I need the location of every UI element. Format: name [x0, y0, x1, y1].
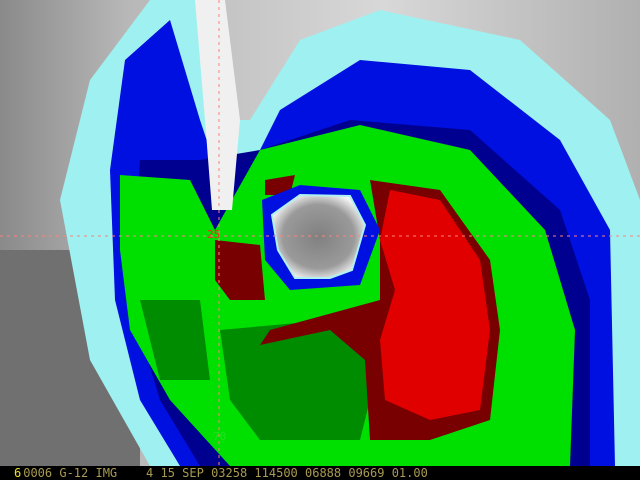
- white-cloud-streak: [195, 0, 240, 210]
- longitude-label: 70: [213, 430, 227, 443]
- latitude-label: 25: [207, 228, 221, 241]
- frame-number: 6: [14, 466, 22, 480]
- red-core: [380, 190, 490, 420]
- hurricane-eye: [270, 193, 367, 279]
- dark-green-patches: [140, 300, 380, 440]
- hurricane-ir-satellite-image: [0, 0, 640, 466]
- dark-red-west: [215, 175, 295, 300]
- image-info-bar: 6 0006 G-12 IMG 4 15 SEP 03258 114500 06…: [0, 466, 640, 480]
- image-metadata-text: 0006 G-12 IMG 4 15 SEP 03258 114500 0688…: [23, 466, 428, 480]
